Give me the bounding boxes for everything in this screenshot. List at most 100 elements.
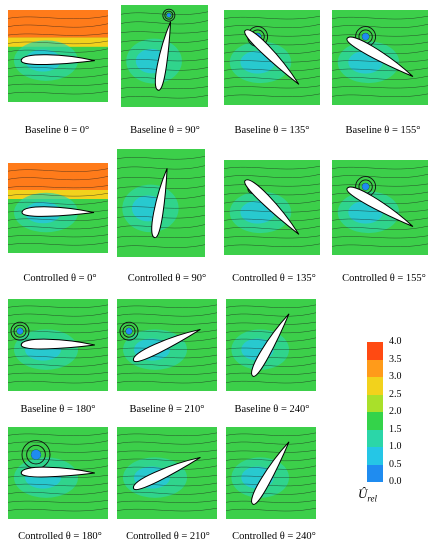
colorbar-tick-label: 2.0 [389,406,402,417]
streamline [8,432,108,437]
streamline [121,30,208,34]
streamline [121,94,208,99]
caption: Baseline θ = 135° [234,125,310,136]
vortex-core [362,183,370,191]
airfoil-group [151,168,168,239]
panel-baseline-240 [226,299,316,391]
streamline [332,174,428,178]
vortex-ring [122,324,136,338]
colorbar-symbol: Ûrel [358,486,377,504]
caption: Controlled θ = 135° [232,273,316,284]
streamline [8,23,108,28]
airfoil-group [244,179,300,235]
streamline [224,217,320,222]
streamline [332,15,428,20]
streamline [117,500,217,503]
colorbar-swatch [367,342,383,360]
caption: Controlled θ = 0° [23,273,97,284]
streamline [8,482,108,487]
field-high-velocity [8,163,108,190]
streamline [117,165,205,170]
vortex-ring [13,324,27,338]
flow-field [224,160,320,255]
streamline [224,59,320,63]
streamline [8,321,108,325]
flow-field [117,299,217,391]
streamline [117,176,205,180]
colorbar-swatch [367,359,383,377]
streamline [8,507,108,512]
streamline [224,235,320,239]
airfoil [151,168,168,239]
streamline [332,33,428,37]
airfoil-group [21,206,95,217]
caption: Controlled θ = 180° [18,531,102,542]
streamline [224,15,320,20]
panel-controlled-0 [8,163,108,253]
airfoil-group [133,328,201,363]
streamline [117,185,205,189]
flow-field [224,10,320,105]
airfoil-group [20,466,95,478]
streamline [332,59,428,63]
streamline [117,156,205,160]
colorbar-swatch [367,464,383,482]
colorbar-swatch [367,447,383,465]
streamline [226,490,316,495]
streamline [117,321,217,325]
streamline [8,500,108,503]
airfoil [251,441,290,505]
panel-controlled-180 [8,427,108,519]
flow-field [8,10,108,102]
streamline [226,379,316,384]
streamline [121,39,208,43]
streamline [226,321,316,325]
streamline [8,242,108,246]
streamline [226,507,316,512]
streamline [8,225,108,230]
streamline [8,379,108,384]
streamline [8,176,108,181]
vortex-core [31,449,41,460]
streamline [117,432,217,437]
streamline [226,500,316,503]
streamline [8,185,108,189]
streamline [332,165,428,170]
colorbar-swatch [367,412,383,430]
streamline [226,457,316,462]
vortex-ring [26,444,46,465]
airfoil [244,29,300,85]
vortex-ring [164,10,174,20]
streamline [8,48,108,53]
streamline [332,93,428,98]
flow-field [121,5,208,107]
flow-field [332,10,428,105]
panel-controlled-155 [332,160,428,255]
panel-controlled-90 [117,149,205,257]
airfoil [21,206,95,217]
panel-controlled-240 [226,427,316,519]
streamline [8,83,108,86]
streamline [117,507,217,512]
streamline [8,304,108,309]
streamline [226,372,316,375]
streamline [332,217,428,222]
vortex-core [362,33,370,41]
streamline [8,354,108,359]
streamline [8,490,108,495]
streamline [224,75,320,80]
colorbar-swatch [367,377,383,395]
streamline [8,362,108,367]
colorbar-tick-label: 1.5 [389,423,402,435]
streamline [117,354,217,359]
streamline [224,41,320,46]
airfoil-group [20,338,95,350]
streamline [8,192,108,197]
streamline [226,362,316,367]
streamline [8,440,108,445]
symbol-main: Û [358,486,368,501]
streamline [332,191,428,196]
airfoil-group [244,29,300,85]
streamline [117,379,217,384]
caption: Baseline θ = 155° [345,125,421,136]
